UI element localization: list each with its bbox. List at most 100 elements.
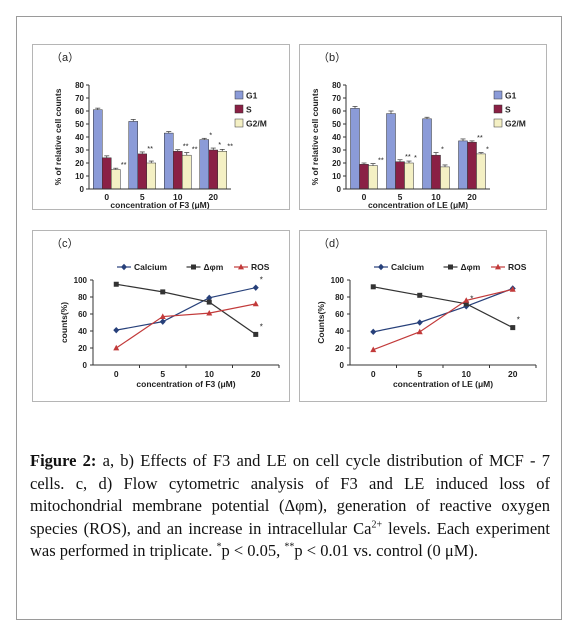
y-tick-label-b: 10 <box>332 172 341 181</box>
significance-mark-b: * <box>486 145 489 154</box>
data-point-c-m-2 <box>206 299 212 305</box>
y-tick-label-a: 60 <box>75 107 84 116</box>
significance-mark-b: ** <box>378 156 384 165</box>
y-tick-label-d: 80 <box>335 293 344 302</box>
y-tick-label-c: 100 <box>74 276 88 285</box>
x-tick-label-b: 5 <box>398 192 403 202</box>
bar-b-G2M-0 <box>368 165 378 190</box>
legend-label-b-2: G2/M <box>505 119 526 129</box>
data-point-d-m-0 <box>370 284 376 290</box>
y-axis-label-c: counts(%) <box>59 302 69 343</box>
x-tick-label-d: 10 <box>462 369 472 379</box>
x-tick-label-c: 20 <box>251 369 261 379</box>
x-tick-label-a: 0 <box>104 192 109 202</box>
x-axis-label-a: concentration of F3 (μM) <box>110 200 209 209</box>
y-tick-label-c: 0 <box>83 361 88 370</box>
significance-mark-b: ** <box>405 152 411 161</box>
data-point-c-Calcium-3 <box>252 284 259 291</box>
panel-c: （c） 0 20 40 60 80 100 0 5 10 20 * * concentration of … <box>32 230 290 402</box>
bar-a-S-2 <box>173 151 183 190</box>
legend-swatch-a-0 <box>234 90 244 100</box>
bar-b-S-3 <box>467 141 477 190</box>
y-tick-label-a: 70 <box>75 94 84 103</box>
x-tick-label-c: 5 <box>160 369 165 379</box>
x-tick-label-b: 10 <box>431 192 441 202</box>
data-point-d-m-3 <box>510 325 516 331</box>
significance-mark-b: * <box>441 145 444 154</box>
data-point-d-Calcium-1 <box>416 319 423 326</box>
caption-p2-superscript: ** <box>284 541 295 553</box>
bar-b-G1-1 <box>386 113 396 190</box>
y-tick-label-a: 10 <box>75 172 84 181</box>
significance-mark-a: ** <box>183 142 189 151</box>
data-point-d-Calcium-0 <box>370 328 377 336</box>
significance-mark-a: ** <box>192 145 198 154</box>
caption-ca-superscript: 2+ <box>371 519 383 530</box>
y-tick-label-c: 40 <box>78 327 87 336</box>
data-point-c-ROS-2 <box>206 309 213 316</box>
x-tick-label-c: 0 <box>114 369 119 379</box>
x-tick-label-d: 0 <box>371 369 376 379</box>
legend-swatch-a-1 <box>234 104 244 114</box>
panel-label-d: （d） <box>318 237 346 250</box>
significance-mark-a: ** <box>147 144 153 153</box>
legend-swatch-a-2 <box>234 118 244 128</box>
legend-marker-d-1 <box>448 264 453 270</box>
y-tick-label-a: 80 <box>75 81 84 90</box>
series-line-d-Calcium <box>373 287 513 333</box>
significance-mark-c: * <box>260 276 263 285</box>
data-point-c-Calcium-0 <box>113 326 120 334</box>
data-point-c-m-0 <box>113 281 119 287</box>
bar-a-G1-2 <box>164 132 174 190</box>
x-axis-label-c: concentration of F3 (μM) <box>136 379 235 389</box>
bar-b-G2M-2 <box>440 166 450 190</box>
caption-text-2: levels. Each experiment was performed in… <box>30 518 550 561</box>
y-tick-label-d: 0 <box>340 361 345 370</box>
bar-a-S-3 <box>208 149 218 190</box>
data-point-c-ROS-1 <box>159 313 166 319</box>
bar-b-G2M-3 <box>476 153 486 190</box>
x-tick-label-d: 5 <box>417 369 422 379</box>
panel-a: （a） 0 10 20 30 40 50 60 70 80 ** 0 ** 5 ** ** 10 * * ** 20 co… <box>32 44 290 210</box>
legend-swatch-b-1 <box>493 104 503 114</box>
legend-label-b-1: S <box>505 105 511 115</box>
y-tick-label-c: 60 <box>78 310 87 319</box>
y-tick-label-b: 60 <box>332 107 341 116</box>
legend-label-a-1: S <box>246 105 252 115</box>
legend-label-a-2: G2/M <box>246 119 267 129</box>
bar-b-G1-2 <box>422 118 432 190</box>
data-point-d-m-2 <box>463 301 469 307</box>
bar-b-S-1 <box>395 161 405 190</box>
data-point-c-Calcium-2 <box>206 294 213 302</box>
data-point-d-ROS-1 <box>416 328 423 335</box>
y-axis-label-a: % of relative cell counts <box>53 88 63 185</box>
y-tick-label-a: 20 <box>75 159 84 168</box>
x-axis-label-b: concentration of LE (μM) <box>368 200 468 209</box>
series-line-c-m <box>116 283 257 335</box>
bar-a-G2M-3 <box>217 151 227 190</box>
x-tick-label-c: 10 <box>205 369 215 379</box>
data-point-d-Calcium-2 <box>463 303 470 310</box>
caption-text-1: a, b) Effects of F3 and LE on cell cycle… <box>30 451 550 538</box>
series-line-c-Calcium <box>116 287 256 331</box>
y-tick-label-a: 30 <box>75 146 84 155</box>
y-axis-label-b: % of relative cell counts <box>310 88 320 185</box>
y-tick-label-d: 60 <box>335 310 344 319</box>
x-tick-label-a: 10 <box>173 192 183 202</box>
y-tick-label-d: 40 <box>335 327 344 336</box>
legend-label-c-2: ROS <box>251 262 270 272</box>
legend-swatch-b-2 <box>493 118 503 128</box>
bar-b-S-2 <box>431 154 441 190</box>
bar-a-G1-0 <box>93 109 103 190</box>
legend-label-d-1: Δφm <box>461 262 481 272</box>
x-tick-label-a: 5 <box>140 192 145 202</box>
bar-b-G2M-1 <box>404 162 414 190</box>
y-tick-label-d: 20 <box>335 344 344 353</box>
significance-mark-a: * <box>209 130 212 139</box>
y-axis-label-d: Counts(%) <box>316 301 326 344</box>
legend-marker-d-2 <box>495 263 501 270</box>
data-point-c-ROS-3 <box>252 300 259 307</box>
legend-marker-d-0 <box>378 263 384 271</box>
bar-a-S-0 <box>102 157 112 190</box>
